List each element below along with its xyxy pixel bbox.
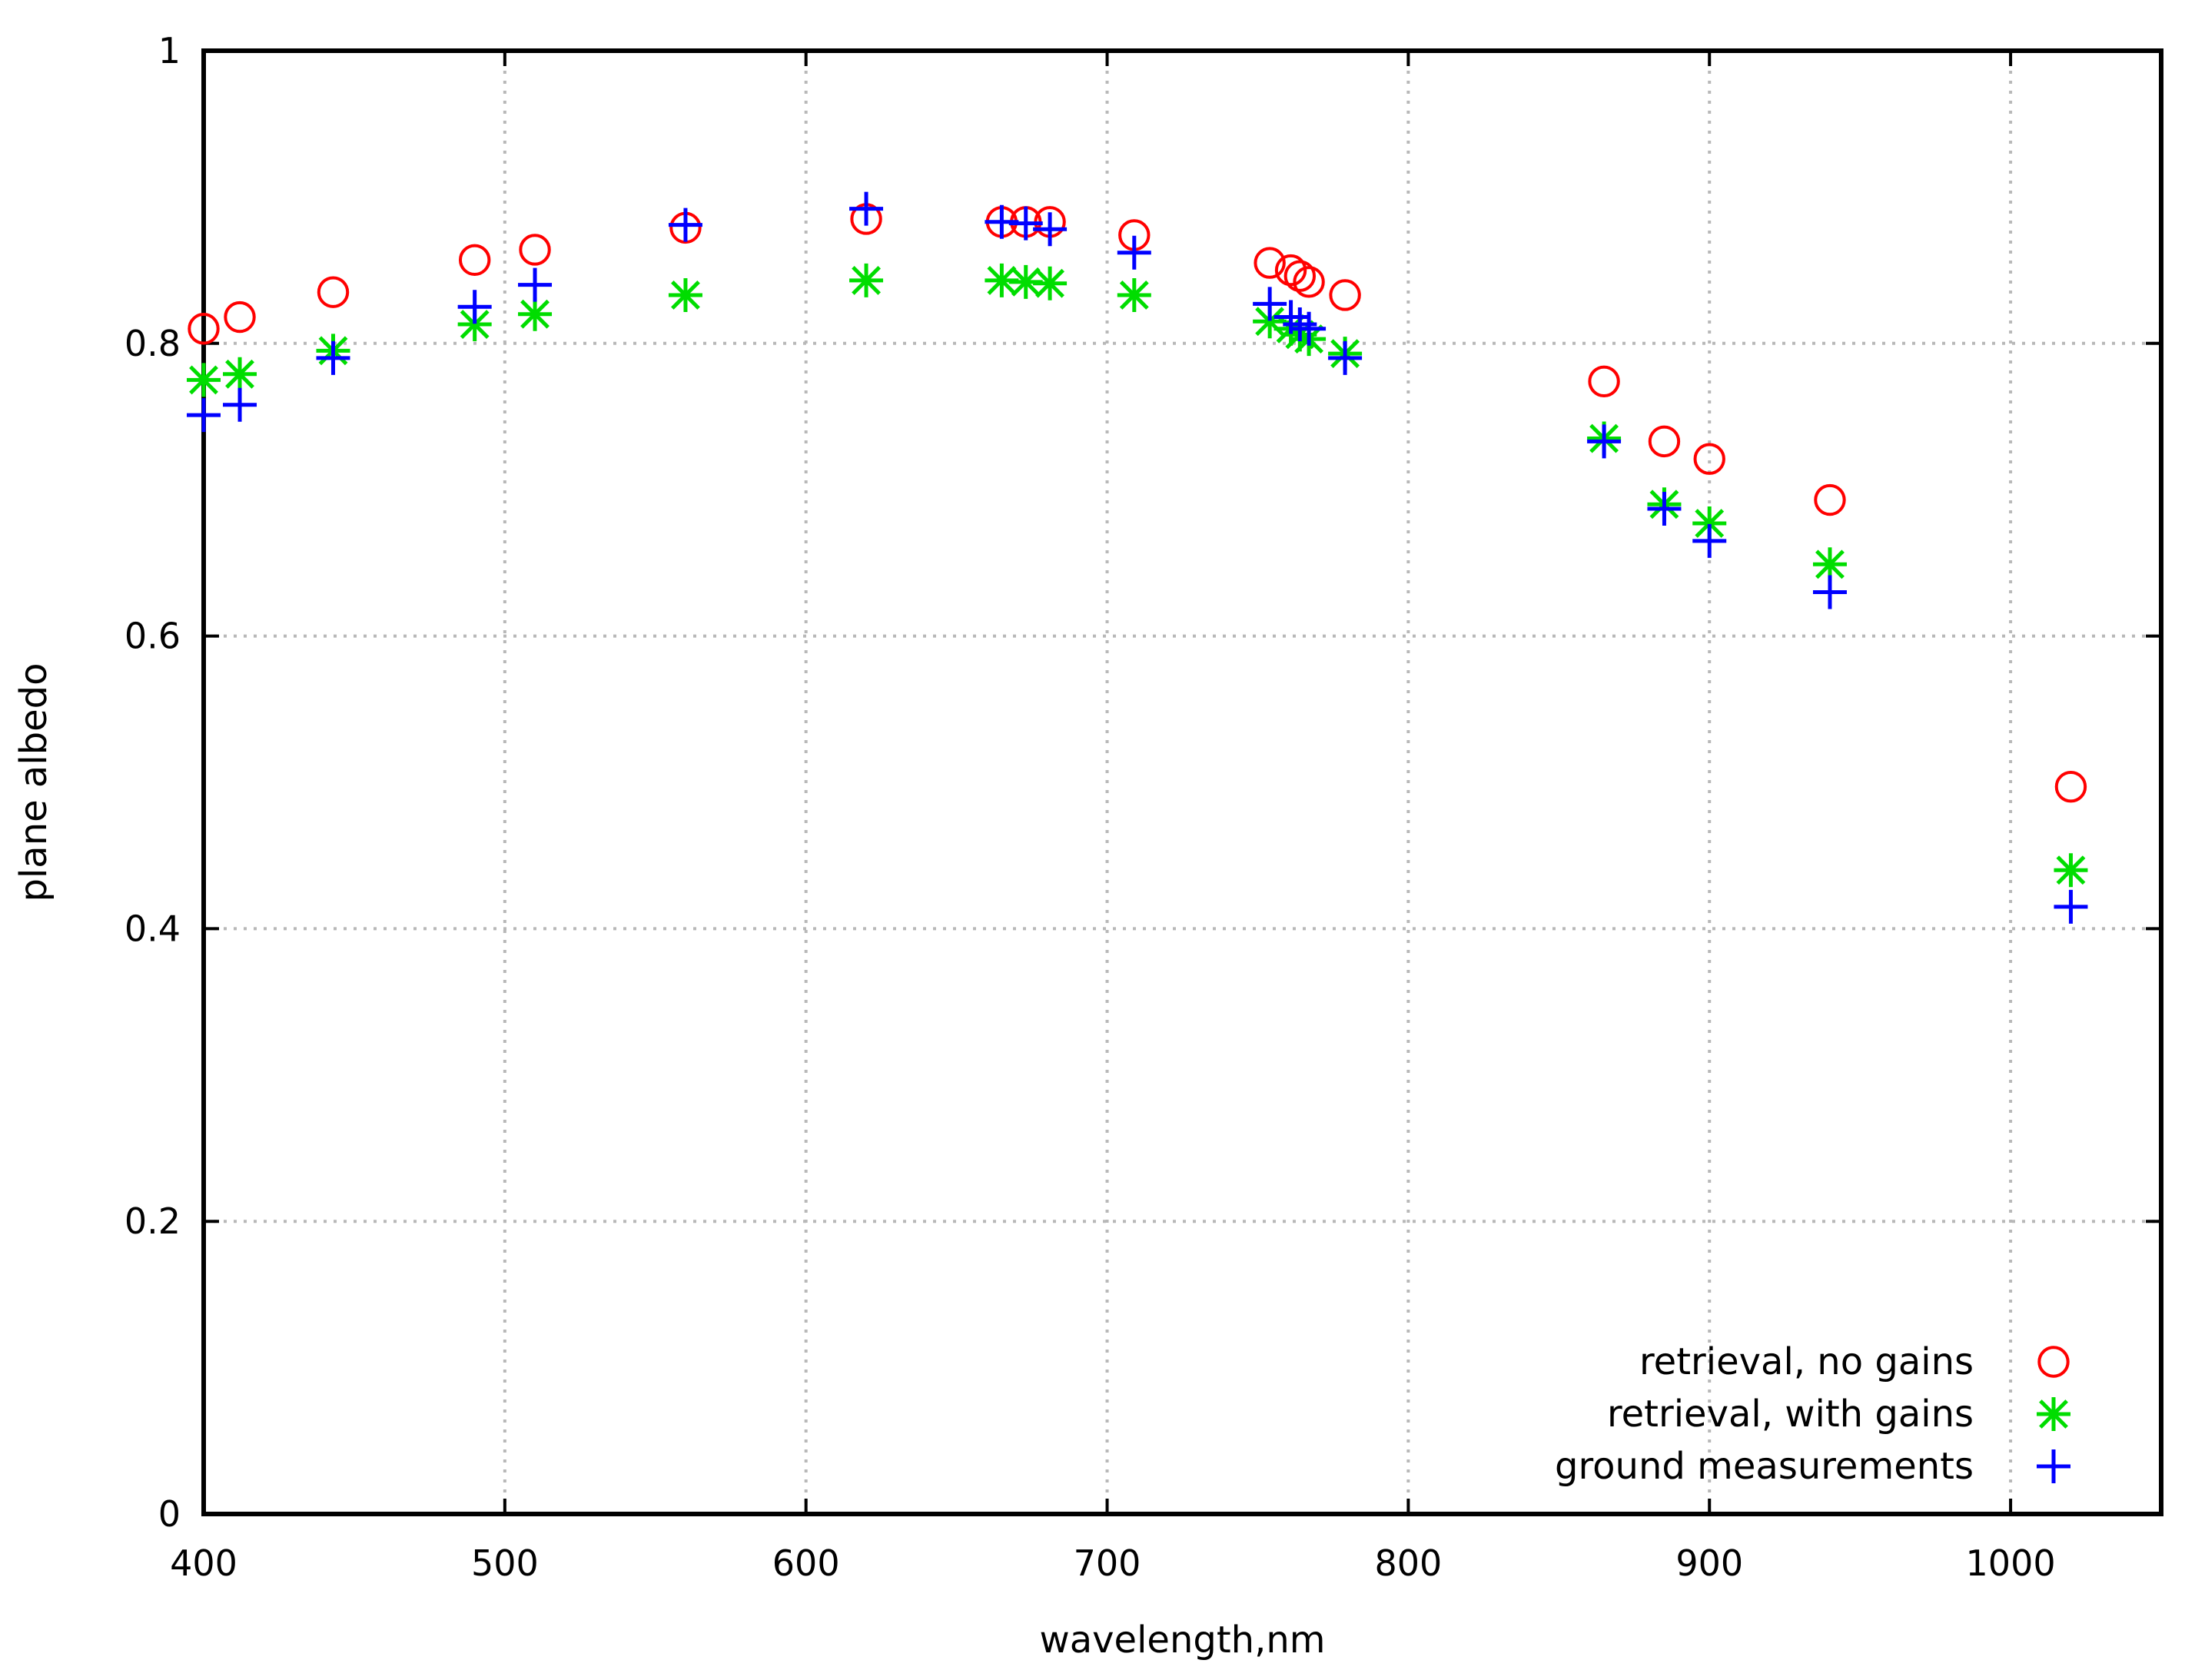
x-tick-label: 600 — [772, 1542, 840, 1584]
circle-point — [1588, 365, 1620, 398]
circle-point — [1693, 443, 1725, 475]
circle-point — [1283, 260, 1317, 292]
x-tick-label: 900 — [1675, 1542, 1743, 1584]
circle-point — [519, 234, 551, 266]
x-tick-label: 700 — [1074, 1542, 1141, 1584]
plus-point — [1253, 287, 1287, 321]
legend-label-ground: ground measurements — [1555, 1445, 1974, 1488]
asterisk-point — [1033, 266, 1068, 300]
plus-point — [316, 340, 350, 375]
circle-point — [188, 313, 220, 345]
x-tick-label: 1000 — [1966, 1542, 2056, 1584]
plus-point — [187, 398, 221, 433]
x-tick-label: 400 — [170, 1542, 237, 1584]
plus-point — [1328, 340, 1363, 375]
circle-point — [1293, 266, 1325, 298]
legend-markers — [2037, 1346, 2070, 1483]
y-tick-label: 0 — [158, 1493, 181, 1535]
tick-labels: 400 500 600 700 800 900 1000 0 0.2 0.4 0.6 0.8 1 — [125, 30, 2056, 1584]
plus-point — [1283, 307, 1317, 342]
circle-point — [1254, 247, 1286, 279]
y-tick-label: 0.8 — [125, 323, 181, 364]
circle-point — [1648, 425, 1681, 458]
data-points — [187, 191, 2088, 924]
asterisk-point — [187, 363, 221, 397]
plus-point — [457, 290, 492, 324]
circle-point — [317, 276, 350, 308]
plus-point — [1692, 523, 1727, 558]
plot-frame — [201, 48, 2163, 1516]
y-tick-label: 0.4 — [125, 908, 181, 949]
asterisk-point — [1812, 547, 1847, 582]
asterisk-point — [2054, 853, 2088, 888]
plus-point — [518, 267, 553, 302]
asterisk-point — [1117, 277, 1151, 312]
circle-point — [1814, 483, 1846, 516]
circle-point — [1329, 279, 1361, 311]
legend: retrieval, no gains retrieval, with gain… — [1555, 1340, 2070, 1488]
axis-ticks — [202, 49, 2161, 1516]
legend-asterisk-marker — [2037, 1397, 2070, 1431]
plus-point — [1033, 212, 1068, 247]
plus-point — [1292, 311, 1327, 346]
y-tick-label: 1 — [158, 30, 181, 71]
legend-label-with-gains: retrieval, with gains — [1607, 1393, 1974, 1436]
asterisk-point — [1692, 506, 1727, 540]
asterisk-point — [518, 297, 553, 331]
plus-point — [1647, 491, 1682, 526]
plus-point — [1812, 575, 1847, 609]
x-tick-label: 500 — [471, 1542, 539, 1584]
plus-point — [849, 191, 884, 226]
plus-point — [1117, 235, 1151, 270]
x-tick-label: 800 — [1374, 1542, 1442, 1584]
circle-point — [458, 244, 491, 276]
asterisk-point — [849, 263, 884, 297]
legend-label-no-gains: retrieval, no gains — [1639, 1340, 1974, 1383]
circle-point — [1274, 254, 1307, 287]
plus-point — [2054, 889, 2088, 924]
grid — [204, 51, 2161, 1514]
plus-point — [1273, 300, 1308, 334]
plus-point — [223, 387, 257, 422]
legend-circle-marker — [2037, 1346, 2070, 1378]
x-axis-label: wavelength,nm — [1039, 1619, 1325, 1662]
asterisk-point — [668, 277, 702, 312]
legend-plus-marker — [2037, 1449, 2070, 1483]
y-tick-label: 0.6 — [125, 616, 181, 657]
series-plus — [187, 191, 2088, 924]
circle-point — [224, 300, 256, 334]
plus-point — [668, 208, 702, 242]
y-axis-label: plane albedo — [12, 662, 55, 901]
plus-point — [1587, 424, 1622, 459]
asterisk-point — [223, 357, 257, 391]
plus-point — [1008, 206, 1043, 241]
circle-point — [2054, 771, 2087, 803]
y-tick-label: 0.2 — [125, 1200, 181, 1242]
series-asterisk — [187, 263, 2088, 888]
